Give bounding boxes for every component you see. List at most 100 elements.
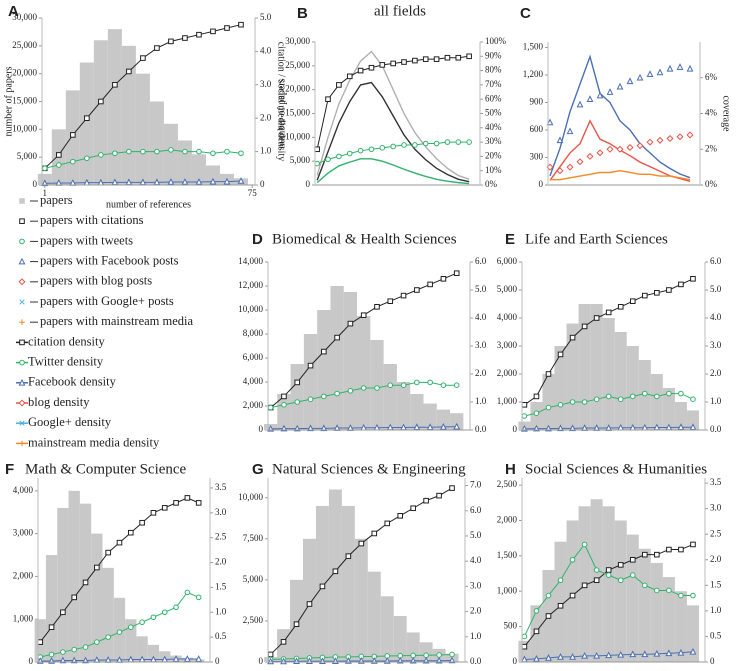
y2-tick-label: 1.5 [710, 579, 722, 589]
y2-tick-label: 3.5 [215, 482, 227, 492]
point [629, 572, 636, 578]
point [427, 379, 433, 386]
y-tick-label: 20,000 [285, 84, 310, 94]
bar [370, 340, 384, 430]
y-tick-label: 5,000 [497, 284, 518, 294]
point [116, 629, 123, 635]
y2-tick-label: 4% [705, 108, 718, 118]
point [140, 148, 146, 155]
point [150, 510, 157, 516]
y2-tick-label: 4.0 [710, 312, 722, 322]
point [401, 142, 407, 148]
point [70, 158, 76, 165]
point [605, 393, 612, 400]
point [576, 158, 584, 166]
point [666, 546, 672, 553]
point [545, 613, 552, 619]
point [569, 556, 576, 563]
y-tick-label: 1,000 [497, 585, 518, 595]
point [533, 393, 540, 400]
y2-tick-label: 0.0 [475, 424, 487, 434]
point [427, 281, 433, 288]
bar [79, 62, 94, 185]
legend-marker [18, 278, 26, 286]
bar [626, 534, 639, 662]
bar [343, 292, 358, 430]
y-tick-label: 14,000 [238, 256, 263, 266]
y2-tick-label: 5.0 [470, 530, 482, 540]
y2-axis-title: citation / social media density [276, 42, 287, 161]
point [238, 150, 244, 157]
point [280, 657, 287, 665]
y2-tick-label: 0.5 [710, 631, 722, 641]
point [183, 655, 191, 662]
point [566, 127, 574, 135]
y2-tick-label: 2.0 [710, 368, 722, 378]
point [347, 320, 354, 327]
y2-tick-label: 0.5 [215, 631, 227, 641]
point [196, 148, 202, 155]
y-tick-label: 6,000 [497, 256, 518, 266]
y-tick-label: 0 [33, 179, 38, 189]
point [545, 404, 552, 411]
point [98, 152, 104, 158]
point [641, 650, 649, 658]
point [139, 519, 145, 526]
point [557, 652, 564, 660]
point [677, 648, 685, 656]
y2-tick-label: 1.0 [710, 396, 722, 406]
point [368, 64, 375, 71]
bar [602, 506, 615, 662]
point [593, 577, 600, 584]
point [576, 100, 584, 108]
point [656, 68, 664, 76]
bar [91, 533, 103, 662]
point [84, 115, 90, 122]
point [374, 385, 380, 391]
series-line [549, 54, 691, 179]
series-line [316, 81, 470, 183]
point [586, 95, 594, 102]
y2-tick-label: 90% [485, 50, 502, 60]
y-tick-label: 0 [513, 424, 518, 434]
point [82, 579, 89, 586]
legend-marker [19, 420, 25, 426]
point [556, 167, 564, 175]
point [150, 614, 157, 621]
point [521, 402, 528, 408]
point [390, 60, 396, 67]
point [545, 592, 552, 599]
point [184, 495, 191, 501]
point [569, 424, 576, 432]
point [466, 139, 472, 145]
point [56, 162, 62, 168]
point [653, 649, 661, 657]
y-tick-label: 1,200 [523, 69, 544, 79]
bar [614, 332, 627, 430]
point [161, 609, 168, 616]
y-tick-label: 1,000 [13, 613, 34, 623]
y-tick-label: 10,000 [238, 492, 263, 502]
point [70, 132, 76, 138]
point [690, 276, 696, 282]
y-tick-label: 0 [259, 656, 264, 666]
bar [662, 577, 675, 662]
bar [330, 286, 344, 430]
point [545, 654, 552, 661]
point [605, 309, 612, 316]
legend-label: papers with Google+ posts [40, 294, 174, 308]
point [629, 650, 637, 658]
point [224, 25, 230, 31]
y2-tick-label: 5.0 [710, 284, 722, 294]
point [332, 568, 339, 575]
point [126, 68, 132, 75]
point [455, 54, 462, 61]
legend-label: blog density [28, 395, 90, 409]
point [433, 56, 440, 62]
point [195, 500, 202, 506]
bar [147, 644, 160, 662]
point [37, 639, 44, 645]
point [368, 146, 375, 153]
panel-letter: E [505, 231, 515, 248]
y-tick-label: 25,000 [285, 60, 310, 70]
